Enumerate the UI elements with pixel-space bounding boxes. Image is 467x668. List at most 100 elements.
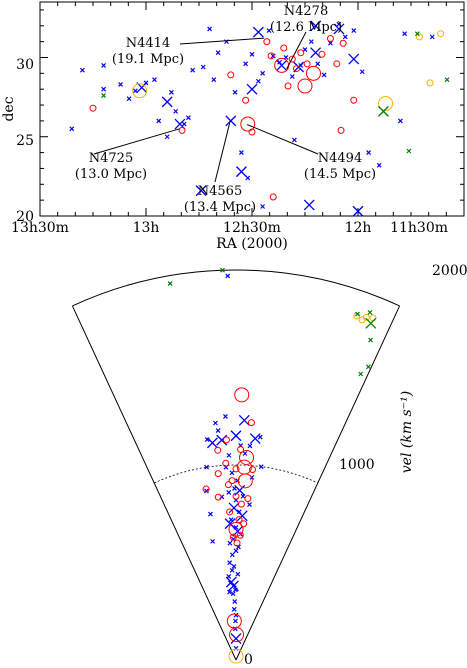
sky-plot-annotations: N4278(12.6 Mpc) N4414(19.1 Mpc) N4725(13.0… [75,4,376,215]
cone-cross-0-16 [226,490,232,495]
sky-cross-small-0-49 [101,62,107,68]
sky-circle-1-8 [284,82,292,90]
sky-x-tick-label-2: 12h30m [223,220,281,236]
sky-cross-large-0-5-b [276,59,288,71]
sky-circle-1-0 [89,104,97,112]
sky-cross-small-0-45-b [291,137,297,143]
sky-cross-large-0-2 [161,96,173,108]
cone-cross-0-0 [225,273,231,279]
cone-cross-0-31-b [227,560,233,566]
sky-cross-large-0-15 [348,53,360,65]
sky-cross-small-0-38-b [359,69,365,75]
sky-cross-small-0-35 [336,21,342,27]
sky-cross-large-0-1-b [174,118,186,130]
cone-cross-3-7 [358,371,364,377]
sky-cross-small-0-7-b [152,77,157,83]
cone-cross-0-26-b [230,536,236,542]
sky-cross-small-0-31-b [308,39,314,45]
sky-cross-small-3-4-b [406,148,412,154]
sky-cross-small-0-7 [152,77,157,83]
sky-cross-small-0-2 [101,86,107,92]
sky-circle-1-2 [227,71,235,79]
annotation-leader-1 [179,37,265,45]
sky-y-tick-label-30: 30 [16,57,34,73]
cone-circle-1-17 [237,500,245,508]
cone-circle-1-7 [214,446,222,454]
sky-cross-small-0-18 [232,89,238,95]
cone-circle-2-4 [228,648,244,664]
cone-tick-label-2000: 2000 [432,263,467,279]
sky-cross-small-0-13-b [190,67,196,73]
cone-tick-label-0: 0 [244,652,253,668]
cone-circle-1-10 [228,477,236,485]
sky-cross-large-0-11-b [195,185,207,197]
cone-plot: 0 1000 2000 vel (km s⁻¹) [71,263,467,668]
cone-cross-0-50 [258,464,264,470]
cone-cross-0-59-b [238,414,250,426]
sky-cross-large-0-14-b [352,205,364,217]
sky-cross-small-0-32-b [315,61,321,67]
sky-cross-small-0-14-b [200,64,206,70]
sky-cross-small-3-2-b [414,31,420,37]
cone-cross-0-30-b [229,552,235,558]
cone-cross-3-5-b [365,317,377,329]
cone-cross-0-46 [204,437,210,442]
sky-cross-small-0-39-b [366,150,372,156]
cone-cross-3-2-b [367,310,373,315]
cone-cross-0-4 [206,437,218,449]
cone-cross-0-44-b [230,633,242,645]
sky-cross-large-0-5 [276,59,288,71]
cone-cross-0-53-b [247,502,252,508]
annotation-leader-4 [246,124,319,155]
sky-cross-small-0-0 [69,126,75,132]
cone-cross-0-57-b [232,485,237,491]
sky-cross-small-3-0 [101,93,107,98]
cone-cross-0-23-b [224,518,236,530]
sky-cross-small-0-37 [351,28,357,33]
sky-cross-small-3-4 [406,148,412,154]
annotation-name-3: N4565 [198,184,242,199]
cone-cross-0-35 [225,576,237,588]
sky-cross-small-0-11 [181,121,187,127]
cone-cross-0-30 [229,552,235,558]
cone-cross-0-54-b [257,434,263,440]
cone-cross-0-51-b [208,511,213,517]
sky-cross-large-0-13 [303,199,315,211]
sky-circle-1-10 [293,65,301,73]
sky-plot-ticks [39,2,465,217]
annotation-distance-3: (13.4 Mpc) [184,200,256,215]
sky-cross-large-3-0 [377,105,389,117]
sky-cross-small-0-43-b [245,175,251,181]
cone-cross-0-58-b [240,493,246,499]
cone-cross-0-35-b [225,576,237,588]
cone-frame [71,269,401,661]
cone-cross-0-51 [208,511,213,517]
cone-cross-3-7-b [358,371,364,377]
sky-cross-small-0-1 [79,67,85,73]
cone-circle-2-0 [369,314,377,322]
cone-radial-axis-label: vel (km s⁻¹) [399,391,415,473]
cone-circle-1-2 [237,445,245,453]
sky-circle-1-9 [288,55,296,63]
sky-plot-points [69,20,450,217]
sky-circle-1-19 [248,128,256,136]
cone-cross-0-19-b [228,502,240,514]
cone-circle-1-3 [239,449,255,465]
cone-cross-3-4 [355,311,360,317]
sky-y-axis-label: dec [1,96,17,121]
sky-cross-small-0-15-b [211,77,217,83]
sky-cross-small-0-31 [308,39,314,45]
cone-cross-0-6-b [230,430,242,442]
cone-cross-0-59 [238,414,250,426]
sky-plot-frame [39,1,465,217]
sky-cross-large-3-0-b [377,105,389,117]
sky-circle-1-17 [339,39,347,47]
cone-cross-0-54 [257,434,263,440]
cone-circle-1-1 [222,436,230,444]
sky-cross-small-0-25 [270,53,276,59]
sky-circle-1-18 [350,96,358,104]
sky-circle-1-16 [333,60,341,68]
cone-cross-0-27 [227,540,233,546]
cone-cross-0-36 [227,580,239,592]
cone-plot-points [167,267,377,664]
